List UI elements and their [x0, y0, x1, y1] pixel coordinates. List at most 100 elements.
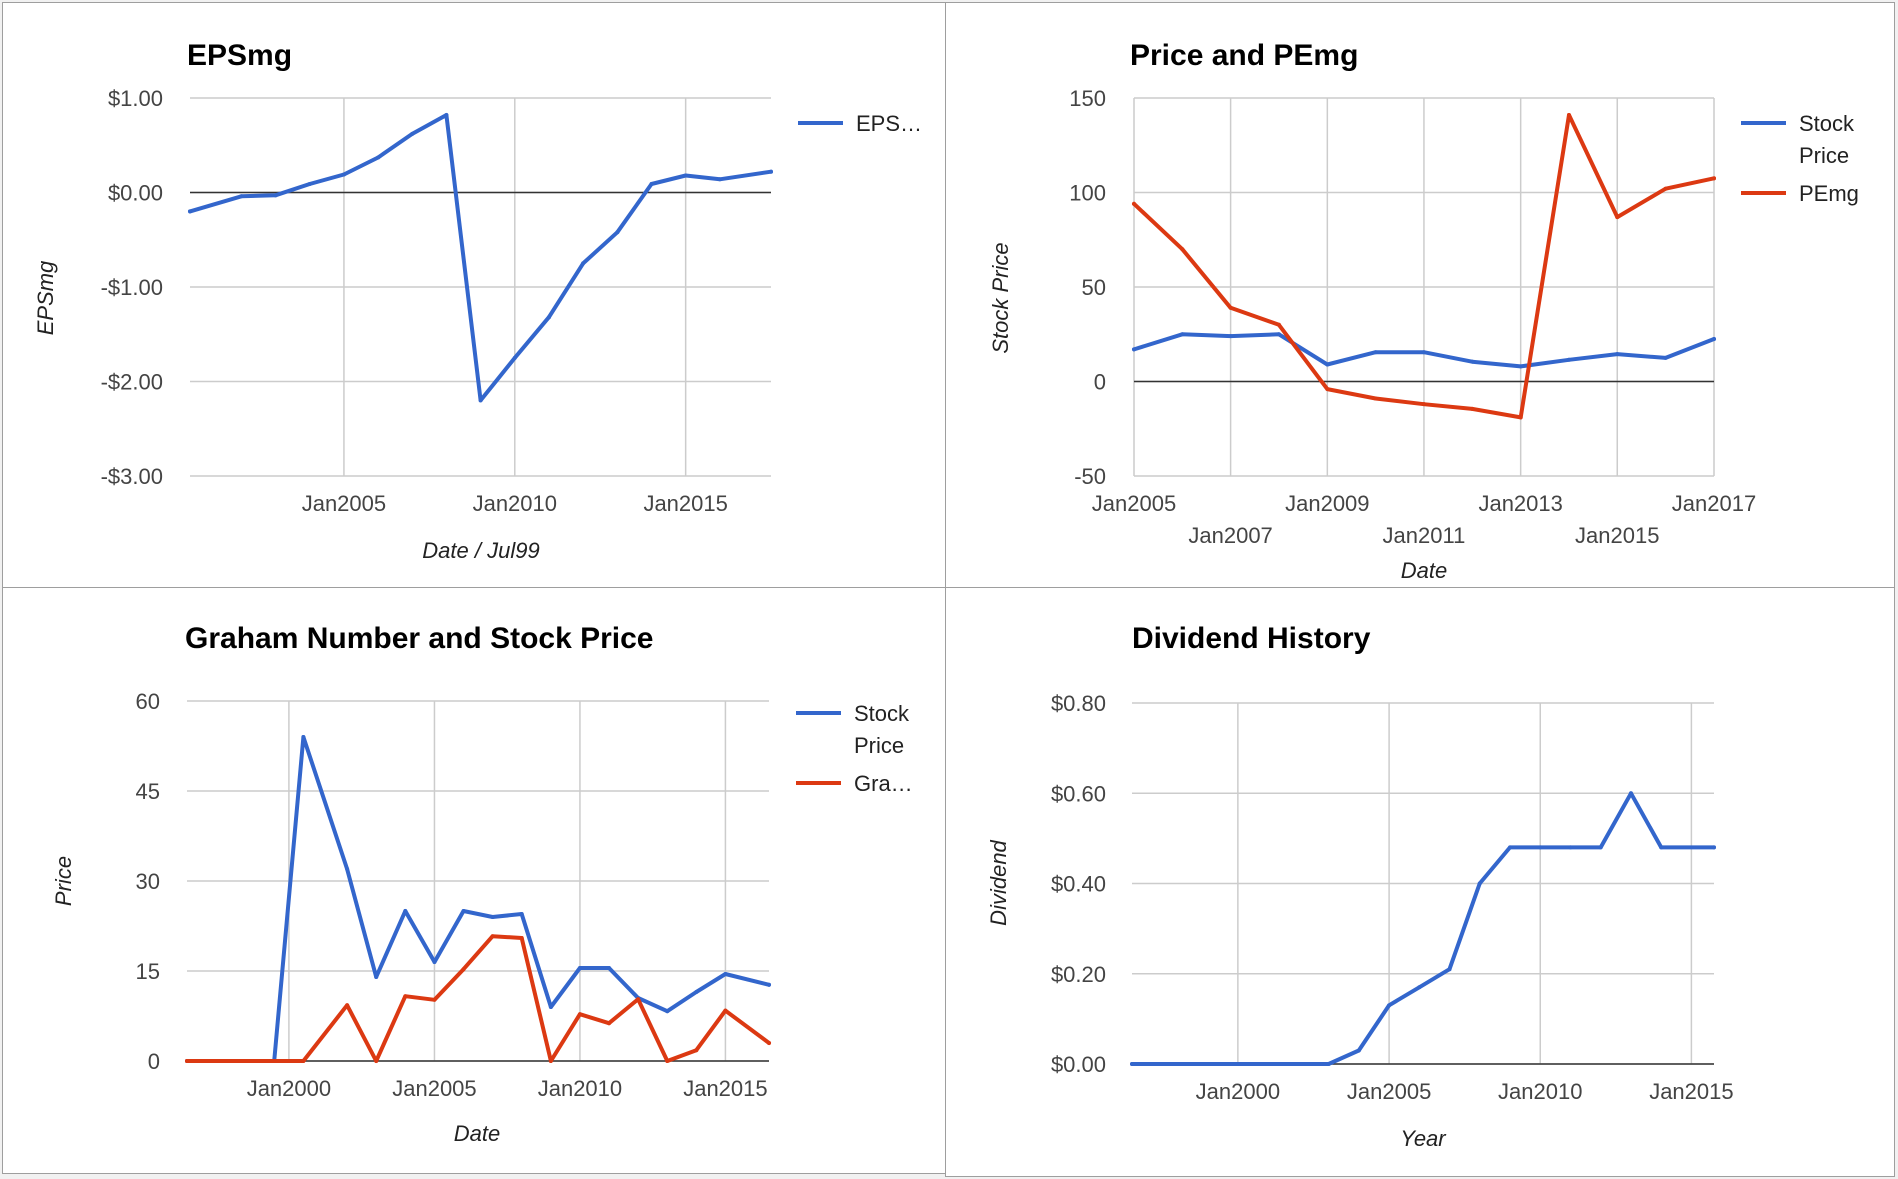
x-tick-label: Jan2010 — [473, 491, 557, 516]
data-point — [341, 172, 346, 177]
data-point — [665, 1009, 670, 1014]
data-point — [461, 909, 466, 913]
x-tick-label: Jan2015 — [1649, 1079, 1733, 1104]
data-point — [432, 960, 437, 964]
x-tick-label: Jan2005 — [392, 1076, 476, 1101]
data-point — [717, 177, 722, 182]
data-point — [188, 209, 192, 214]
data-point — [1508, 845, 1513, 850]
x-tick-label: Jan2015 — [683, 1076, 767, 1101]
data-point — [1663, 355, 1668, 360]
data-point — [1356, 1048, 1361, 1053]
data-point — [512, 355, 517, 360]
x-axis-title: Date — [454, 1121, 500, 1146]
chart-title: Dividend History — [1132, 622, 1371, 655]
data-point — [1712, 176, 1716, 181]
data-point — [374, 1059, 379, 1063]
data-point — [1615, 215, 1620, 220]
data-point — [607, 966, 612, 970]
chart-svg: Dividend History $0.80 $0.60 $0.40 $0.20 $0.0… — [986, 622, 1734, 1151]
x-axis-title: Date — [1401, 558, 1447, 583]
y-tick-label: -50 — [1074, 464, 1106, 489]
x-tick-label: Jan2017 — [1672, 491, 1756, 516]
legend-label: PEmg — [1799, 181, 1859, 206]
data-point — [403, 909, 408, 913]
data-point — [577, 1012, 582, 1017]
dividend-history-chart-panel: Dividend History $0.80 $0.60 $0.40 $0.20 $0.0… — [945, 587, 1895, 1177]
y-tick-label: $0.40 — [1051, 872, 1106, 897]
data-point — [519, 912, 524, 916]
y-tick-label: 150 — [1069, 86, 1106, 111]
data-point — [1566, 357, 1571, 362]
y-tick-label: 50 — [1082, 275, 1106, 300]
data-point — [1325, 362, 1330, 367]
data-point — [1132, 347, 1136, 352]
y-tick-label: 0 — [148, 1049, 160, 1074]
y-tick-label: $0.60 — [1051, 781, 1106, 806]
data-point — [519, 936, 524, 940]
x-axis-title: Year — [1400, 1126, 1447, 1151]
data-point — [546, 315, 551, 320]
y-tick-label: $0.00 — [108, 181, 163, 206]
data-point — [432, 997, 437, 1002]
data-point — [1373, 396, 1378, 401]
x-tick-label: Jan2007 — [1188, 523, 1272, 548]
x-tick-label: Jan2011 — [1383, 523, 1466, 548]
y-tick-label: -$3.00 — [101, 464, 163, 489]
data-point — [444, 113, 449, 118]
data-point — [239, 194, 244, 199]
x-tick-label: Jan2005 — [1092, 491, 1176, 516]
chart-svg: EPSmg $1.00 $0.00 -$1.00 -$2.00 -$3.00 Jan2005… — [33, 39, 922, 563]
chart-title: Graham Number and Stock Price — [185, 622, 654, 655]
x-tick-label: Jan2010 — [1498, 1079, 1582, 1104]
data-point — [1228, 305, 1233, 310]
data-point — [665, 1059, 670, 1063]
legend-label: Stock Price — [854, 701, 910, 758]
data-point — [490, 934, 495, 939]
series-line-0 — [1130, 791, 1716, 1066]
data-point — [301, 1059, 306, 1063]
data-point — [723, 1008, 728, 1013]
data-point — [548, 1059, 553, 1063]
data-point — [649, 181, 654, 186]
y-axis-title: Price — [51, 856, 76, 906]
data-point — [374, 975, 379, 979]
data-point — [1276, 332, 1281, 337]
data-point — [1518, 364, 1523, 369]
data-point — [1417, 985, 1422, 990]
data-point — [1228, 334, 1233, 339]
y-tick-label: $1.00 — [108, 86, 163, 111]
y-axis-title: Stock Price — [988, 242, 1013, 353]
data-point — [615, 230, 620, 235]
data-point — [301, 735, 306, 739]
data-point — [694, 990, 699, 994]
x-tick-label: Jan2009 — [1285, 491, 1369, 516]
data-point — [1712, 336, 1716, 341]
data-point — [723, 972, 728, 976]
y-tick-label: 100 — [1069, 181, 1106, 206]
data-point — [1470, 359, 1475, 364]
data-point — [1518, 415, 1523, 420]
data-point — [1180, 247, 1185, 252]
y-tick-label: -$2.00 — [101, 370, 163, 395]
data-point — [403, 994, 408, 999]
legend-label: EPS… — [856, 111, 922, 136]
series-line-0 — [185, 735, 771, 1063]
x-tick-label: Jan2000 — [1196, 1079, 1280, 1104]
chart-title: Price and PEmg — [1130, 39, 1358, 72]
y-tick-label: 0 — [1094, 370, 1106, 395]
data-point — [1180, 332, 1185, 337]
data-point — [1447, 967, 1452, 972]
legend-label: Stock Price — [1799, 111, 1855, 168]
data-point — [461, 967, 466, 972]
data-point — [1387, 1003, 1392, 1008]
data-point — [1566, 113, 1571, 118]
data-point — [683, 173, 688, 178]
data-point — [1538, 845, 1543, 850]
data-point — [1373, 350, 1378, 355]
data-point — [636, 997, 641, 1002]
data-point — [345, 867, 350, 871]
x-tick-label: Jan2005 — [1347, 1079, 1431, 1104]
data-point — [694, 1048, 699, 1053]
